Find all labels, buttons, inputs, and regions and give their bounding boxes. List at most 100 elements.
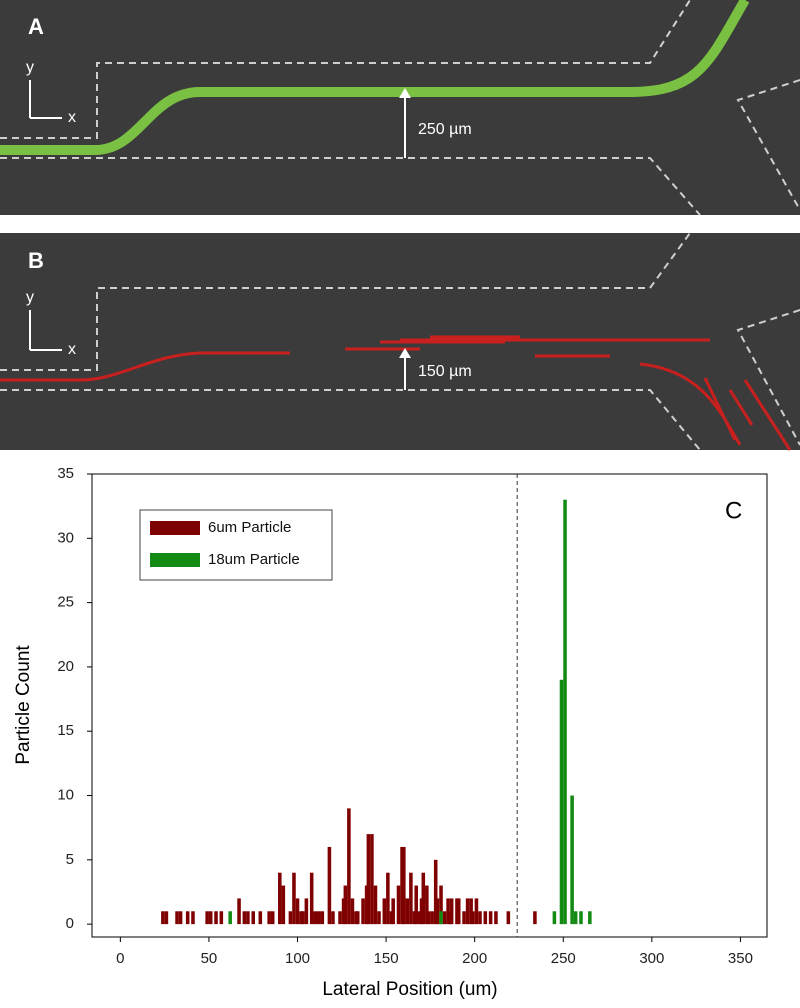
bar (292, 872, 296, 925)
legend-label: 18um Particle (208, 551, 300, 568)
bar (343, 885, 348, 925)
bar (288, 911, 293, 925)
x-tick-label: 200 (462, 950, 487, 967)
x-tick-label: 350 (728, 950, 753, 967)
bar (449, 898, 454, 925)
bar (478, 911, 482, 925)
bar (465, 898, 470, 925)
bar (313, 911, 317, 925)
bar (373, 885, 378, 925)
bar (317, 911, 321, 925)
y-tick-label: 5 (66, 851, 74, 868)
bar (237, 898, 241, 925)
y-tick-label: 35 (57, 465, 74, 482)
bar (382, 898, 387, 925)
bar (370, 834, 374, 925)
bar (246, 911, 250, 925)
bar (361, 898, 365, 925)
bar (588, 911, 592, 925)
plot-frame (91, 473, 768, 938)
bar (219, 911, 224, 925)
bar (412, 911, 417, 925)
bar (267, 911, 271, 925)
chart: C Lateral Position (um) Particle Count 0… (13, 465, 768, 1000)
bar (295, 898, 300, 925)
channel-outline (0, 232, 800, 451)
bar (214, 911, 218, 925)
bar (175, 911, 179, 925)
x-tick-label: 0 (116, 950, 124, 967)
bar (426, 911, 431, 925)
particle-stream (0, 0, 750, 155)
panel-b: 150 µm B y x (0, 232, 800, 451)
scale-label: 250 µm (418, 121, 472, 138)
arrow-head (399, 88, 411, 98)
y-tick-label: 0 (66, 915, 74, 932)
bar (208, 911, 213, 925)
y-tick-label: 15 (57, 722, 74, 739)
bar (579, 911, 583, 925)
bar (430, 911, 434, 925)
bar (471, 911, 475, 925)
bar (573, 911, 578, 925)
bar (251, 911, 255, 925)
bar (304, 898, 309, 925)
bar (421, 872, 426, 925)
bar (320, 911, 325, 925)
y-tick-label: 10 (57, 786, 74, 803)
axis-x-icon: x (68, 341, 76, 358)
bar (327, 846, 332, 925)
bar (396, 885, 401, 925)
y-tick-label: 25 (57, 594, 74, 611)
x-tick-label: 150 (374, 950, 399, 967)
y-tick-label: 30 (57, 529, 74, 546)
bar (563, 499, 567, 925)
bar (281, 885, 286, 925)
bar (191, 911, 195, 925)
legend-swatch (150, 521, 200, 535)
bar (439, 911, 443, 925)
particle-tracks (0, 335, 792, 451)
bar (389, 911, 394, 925)
axes-icon (29, 80, 62, 119)
bar (414, 885, 418, 925)
bar (425, 885, 429, 925)
axis-y-icon: y (26, 59, 34, 76)
bar (350, 898, 355, 925)
bar (570, 795, 574, 925)
arrow-head (399, 348, 411, 358)
bar (366, 834, 371, 925)
axis-x-icon: x (68, 109, 76, 126)
bar (552, 911, 557, 925)
bar (205, 911, 209, 925)
x-tick-label: 300 (639, 950, 664, 967)
bar (386, 872, 390, 925)
axes-icon (29, 310, 62, 351)
bar (161, 911, 165, 925)
bar (488, 911, 493, 925)
bar (331, 911, 335, 925)
panel-label: B (28, 248, 44, 273)
bar (178, 911, 183, 925)
scale-label: 150 µm (418, 363, 472, 380)
y-tick-label: 20 (57, 658, 74, 675)
y-axis-label: Particle Count (13, 645, 34, 765)
bar (442, 911, 447, 925)
bar (377, 911, 381, 925)
bar (228, 911, 232, 925)
bar (402, 846, 406, 925)
x-axis-label: Lateral Position (um) (322, 979, 497, 1000)
bar (355, 911, 360, 925)
bar (391, 898, 395, 925)
bar (474, 898, 479, 925)
x-tick-label: 250 (551, 950, 576, 967)
bar (409, 872, 413, 925)
legend-swatch (150, 553, 200, 567)
x-tick-label: 100 (285, 950, 310, 967)
bar (185, 911, 190, 925)
bar (258, 911, 263, 925)
axis-y-icon: y (26, 289, 34, 306)
bar (559, 679, 564, 925)
